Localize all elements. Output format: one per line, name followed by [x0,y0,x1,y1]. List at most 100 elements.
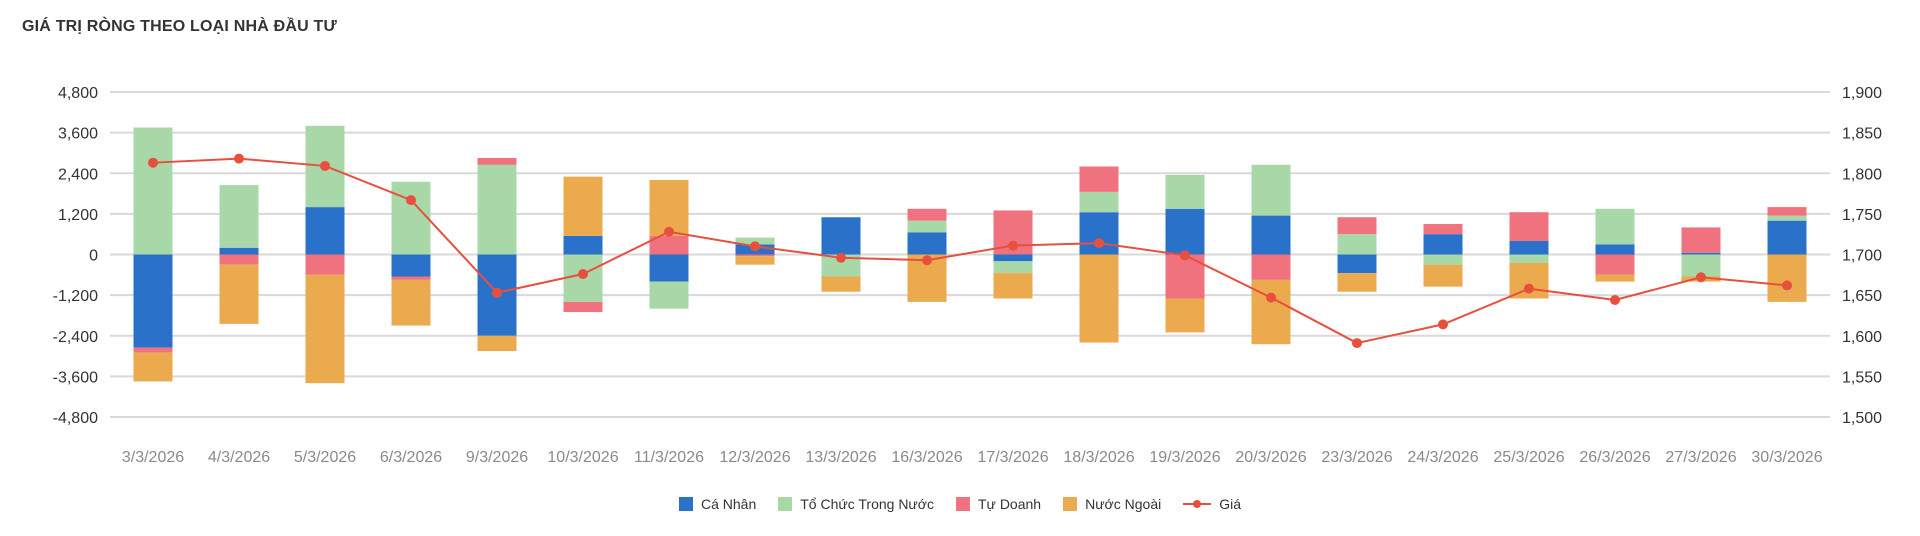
bar-segment [563,176,603,236]
x-tick-label: 10/3/2026 [547,449,618,466]
price-point [1352,338,1362,349]
y-left-tick-label: -1,200 [53,288,98,305]
bar-segment [1595,244,1635,255]
x-tick-label: 16/3/2026 [891,449,962,466]
bar-segment [1423,264,1463,287]
bar-segment [1079,254,1119,343]
price-point [234,153,244,164]
y-left-tick-label: 2,400 [58,166,98,183]
bar-segment [219,264,259,324]
bar-segment [391,279,431,326]
legend-label: Tự Doanh [978,496,1042,512]
x-tick-label: 9/3/2026 [466,449,528,466]
bar-segment [477,158,517,165]
price-point [320,160,330,171]
bar-segment [993,261,1033,274]
bar-segment [1681,252,1721,255]
bar-segment [907,208,947,221]
price-point [1610,295,1620,305]
legend-swatch [956,497,970,511]
bar-segment [821,254,861,277]
bar-segment [1681,227,1721,253]
price-point [1524,283,1534,294]
y-left-tick-label: -4,800 [53,410,98,427]
y-left-tick-label: -2,400 [53,329,98,346]
legend-label: Giá [1219,496,1242,512]
chart-legend: Cá Nhân Tổ Chức Trong Nước Tự Doanh Nước Ng… [0,496,1920,512]
x-tick-label: 17/3/2026 [977,449,1048,466]
x-tick-label: 13/3/2026 [805,449,876,466]
bar-segment [219,254,259,265]
bar-segment [1767,254,1807,302]
bar-segment [305,274,345,384]
x-tick-label: 11/3/2026 [634,449,704,466]
x-tick-label: 25/3/2026 [1493,449,1564,466]
bar-segment [1509,254,1549,263]
chart-plot: 4,800 3,600 2,400 1,200 0 -1,200 -2,400 -3,600 -… [53,85,1883,466]
price-point [1438,319,1448,330]
bar-segment [735,254,775,257]
bar-segment [1509,212,1549,241]
bar-segment [1767,220,1807,255]
price-point [1008,240,1018,251]
y-left-tick-label: -3,600 [53,369,98,386]
bar-segment [649,281,689,309]
price-point [492,287,502,298]
bar-segment [1165,298,1205,333]
bar-segment [1337,273,1377,292]
legend-label: Nước Ngoài [1085,496,1162,512]
bar-segment [1509,240,1549,255]
legend-item: Cá Nhân [678,496,757,512]
bar-segment [993,273,1033,299]
x-tick-label: 23/3/2026 [1321,449,1392,466]
price-point [1266,292,1276,303]
legend-label: Cá Nhân [700,496,757,512]
bar-segment [563,301,603,313]
price-point [750,241,760,252]
bar-segment [563,235,603,255]
bar-segment [1251,254,1291,280]
legend-line-swatch [1183,497,1212,511]
price-point [1782,280,1792,291]
y-right-tick-label: 1,750 [1842,207,1882,224]
bar-segment [477,164,517,255]
x-tick-label: 27/3/2026 [1665,449,1736,466]
bar-segment [1251,215,1291,255]
bar-segment [1337,234,1377,255]
price-line [152,157,1788,345]
y-left-tick-label: 0 [89,248,98,265]
y-right-tick-label: 1,700 [1842,248,1882,265]
x-tick-label: 19/3/2026 [1149,449,1220,466]
bar-segment [1681,254,1721,277]
legend-item: Tổ Chức Trong Nước [778,496,934,512]
price-point [1696,272,1706,283]
legend-swatch [1063,497,1078,511]
price-point [1180,250,1190,261]
bar-segment [305,207,345,255]
legend-swatch [678,497,693,511]
x-tick-label: 26/3/2026 [1579,449,1650,466]
x-tick-label: 20/3/2026 [1235,449,1306,466]
bar-segment [391,181,431,255]
bar-segment [907,232,947,255]
bar-segment [133,254,173,348]
bar-segment [821,217,861,255]
bar-segment [649,254,689,282]
legend-item: Giá [1183,496,1241,512]
bar-segment [649,180,689,236]
chart-title: GIÁ TRỊ RÒNG THEO LOẠI NHÀ ĐẦU TƯ [22,18,337,35]
bar-segment [1079,166,1119,192]
bar-segment [391,276,431,280]
y-left-tick-label: 4,800 [58,85,98,102]
y-right-tick-label: 1,900 [1842,85,1882,102]
legend-label: Tổ Chức Trong Nước [800,496,934,512]
bar-segment [821,276,861,292]
bar-segment [133,347,173,353]
price-point [1094,238,1104,249]
x-tick-label: 12/3/2026 [719,449,790,466]
bar-segment [1251,164,1291,216]
y-right-tick-label: 1,650 [1842,288,1882,305]
y-right-tick-label: 1,550 [1842,369,1882,386]
x-tick-label: 6/3/2026 [380,449,442,466]
bar-segment [649,235,689,255]
